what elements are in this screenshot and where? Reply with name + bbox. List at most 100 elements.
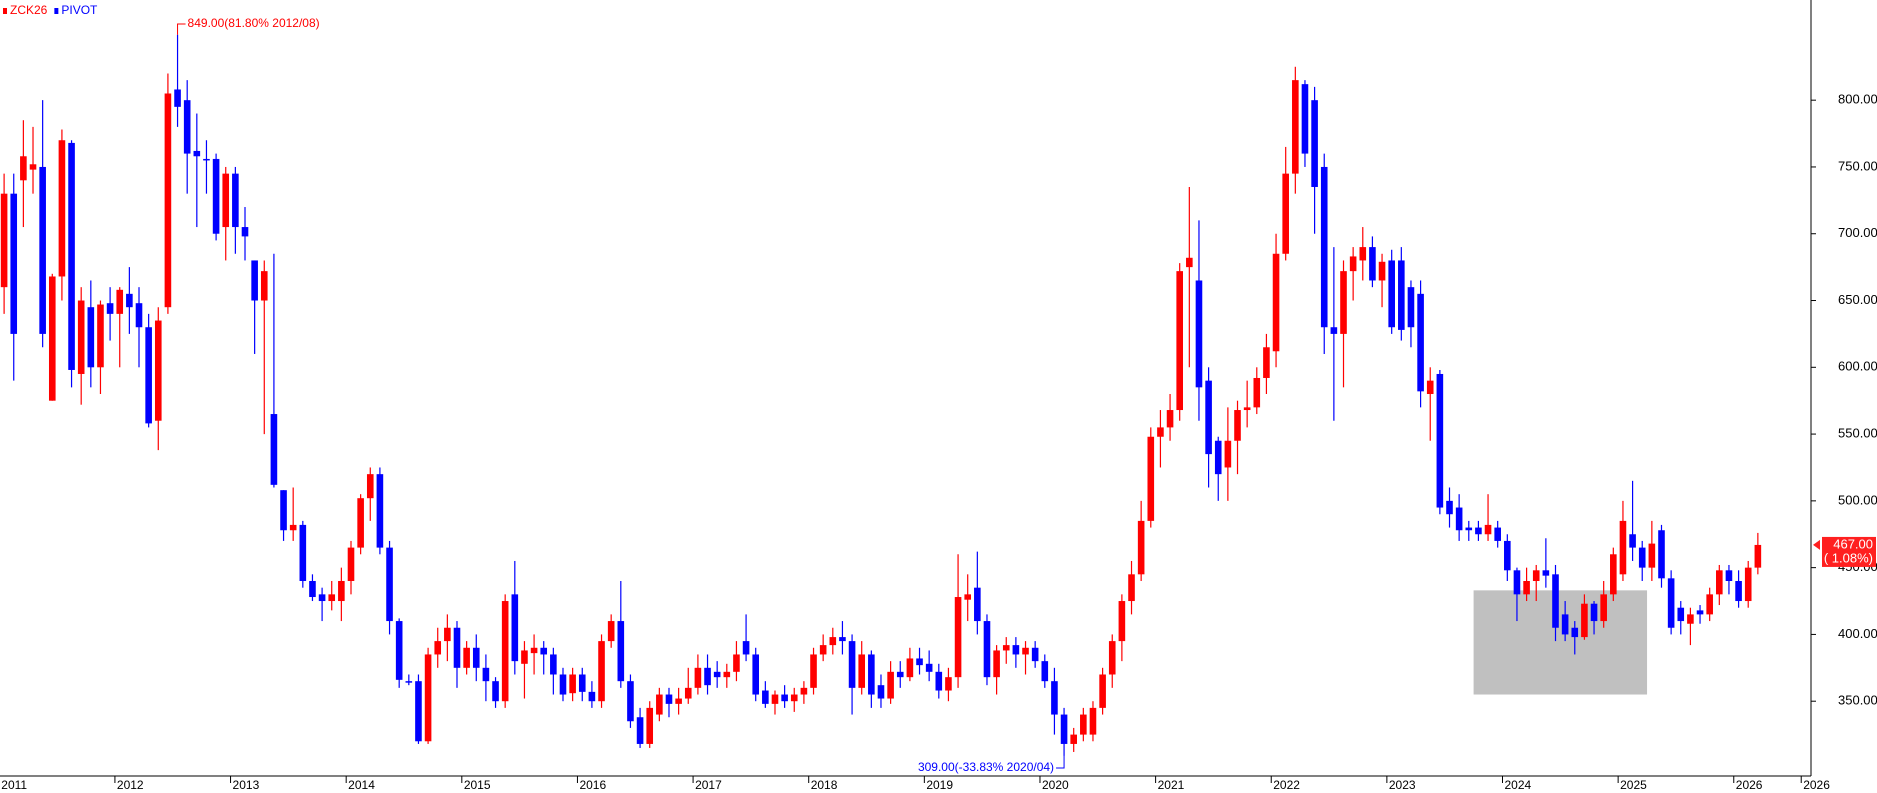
candle-body bbox=[704, 667, 711, 686]
candle-body bbox=[212, 158, 220, 234]
x-tick-label: 2015 bbox=[464, 778, 491, 792]
candle-body bbox=[1484, 524, 1492, 535]
candle-body bbox=[1494, 527, 1501, 541]
candle-body bbox=[1282, 173, 1289, 254]
candle-body bbox=[858, 654, 866, 688]
candle-body bbox=[48, 276, 56, 401]
candle-body bbox=[145, 327, 152, 424]
candle-body bbox=[376, 474, 384, 548]
candle-body bbox=[848, 641, 856, 688]
candle-body bbox=[1234, 410, 1241, 441]
candle-body bbox=[1320, 166, 1328, 328]
candle-body bbox=[1542, 570, 1550, 576]
candle-body bbox=[289, 524, 297, 531]
candle-body bbox=[1205, 380, 1212, 455]
candle-body bbox=[1195, 280, 1203, 388]
candle-body bbox=[1581, 603, 1588, 638]
candle-body bbox=[636, 717, 644, 744]
candle-body bbox=[1166, 410, 1174, 428]
y-tick-label: 750.00 bbox=[1838, 158, 1877, 173]
candle-body bbox=[10, 193, 18, 334]
x-tick-label: 2018 bbox=[811, 778, 838, 792]
candle-body bbox=[916, 658, 923, 666]
candle-body bbox=[752, 654, 760, 695]
legend-label: PIVOT bbox=[61, 3, 98, 17]
candle-body bbox=[1735, 580, 1742, 602]
x-tick-label: 2024 bbox=[1505, 778, 1532, 792]
candle-body bbox=[20, 156, 27, 181]
candle-body bbox=[974, 587, 981, 622]
legend-swatch bbox=[54, 8, 59, 14]
candle-body bbox=[1292, 80, 1299, 174]
candle-body bbox=[646, 707, 654, 744]
candle-body bbox=[97, 304, 104, 368]
x-tick-label: 2026 bbox=[1736, 778, 1763, 792]
candle-body bbox=[906, 658, 914, 678]
candle-body bbox=[1446, 500, 1453, 515]
candle-body bbox=[492, 681, 499, 702]
candle-body bbox=[1002, 645, 1010, 651]
candle-body bbox=[569, 674, 576, 694]
candle-body bbox=[896, 671, 904, 678]
x-tick-label: 2023 bbox=[1389, 778, 1416, 792]
candle-body bbox=[58, 140, 66, 277]
x-tick-label: 2013 bbox=[233, 778, 260, 792]
candle-body bbox=[1349, 256, 1357, 272]
candle-body bbox=[1137, 520, 1145, 575]
candle-body bbox=[386, 547, 393, 622]
y-tick-label: 650.00 bbox=[1838, 292, 1877, 307]
x-tick-label: 2021 bbox=[1158, 778, 1185, 792]
candle-body bbox=[501, 601, 509, 702]
candle-body bbox=[347, 547, 355, 581]
candle-body bbox=[540, 647, 548, 655]
candle-body bbox=[299, 524, 307, 581]
candle-body bbox=[1426, 380, 1434, 395]
y-tick-label: 350.00 bbox=[1838, 693, 1877, 708]
candle-body bbox=[877, 685, 885, 699]
candle-body bbox=[338, 580, 345, 602]
candle-body bbox=[665, 694, 673, 704]
candle-body bbox=[1610, 554, 1617, 595]
candle-body bbox=[993, 650, 1000, 678]
last-price-change: ( 1.08%) bbox=[1824, 550, 1873, 565]
candle-body bbox=[1051, 681, 1058, 715]
candle-body bbox=[1272, 253, 1280, 352]
candle-body bbox=[1311, 100, 1318, 187]
candle-body bbox=[405, 681, 413, 683]
candle-body bbox=[819, 645, 827, 655]
candle-body bbox=[1080, 714, 1087, 735]
candle-body bbox=[598, 641, 605, 702]
candle-body bbox=[1224, 440, 1232, 468]
candle-body bbox=[1465, 527, 1473, 531]
candle-body bbox=[588, 691, 596, 702]
candle-body bbox=[656, 694, 663, 715]
candle-body bbox=[1176, 271, 1183, 411]
candle-body bbox=[1147, 436, 1155, 521]
candle-body bbox=[1504, 540, 1511, 571]
annotation-arrow bbox=[177, 23, 186, 35]
candle-body bbox=[1263, 347, 1270, 378]
candle-body bbox=[1629, 534, 1636, 548]
candle-body bbox=[1301, 84, 1309, 154]
candle-body bbox=[415, 681, 422, 742]
candle-body bbox=[1378, 261, 1386, 281]
x-tick-label: 2014 bbox=[348, 778, 375, 792]
candle-body bbox=[935, 671, 943, 691]
candle-body bbox=[1060, 714, 1068, 744]
candle-body bbox=[1475, 527, 1482, 535]
x-tick-label: 2011 bbox=[1, 778, 27, 792]
candle-body bbox=[1667, 578, 1675, 628]
x-tick-label: 2019 bbox=[926, 778, 953, 792]
candle-body bbox=[241, 227, 249, 237]
candle-body bbox=[868, 654, 875, 695]
candle-body bbox=[1089, 707, 1097, 735]
candle-body bbox=[723, 671, 731, 678]
candle-body bbox=[954, 597, 962, 678]
candle-body bbox=[1369, 247, 1376, 281]
candle-body bbox=[1243, 407, 1251, 411]
candle-body bbox=[1388, 260, 1395, 328]
candle-body bbox=[1706, 594, 1713, 615]
candle-body bbox=[183, 100, 191, 154]
candle-body bbox=[260, 271, 268, 301]
